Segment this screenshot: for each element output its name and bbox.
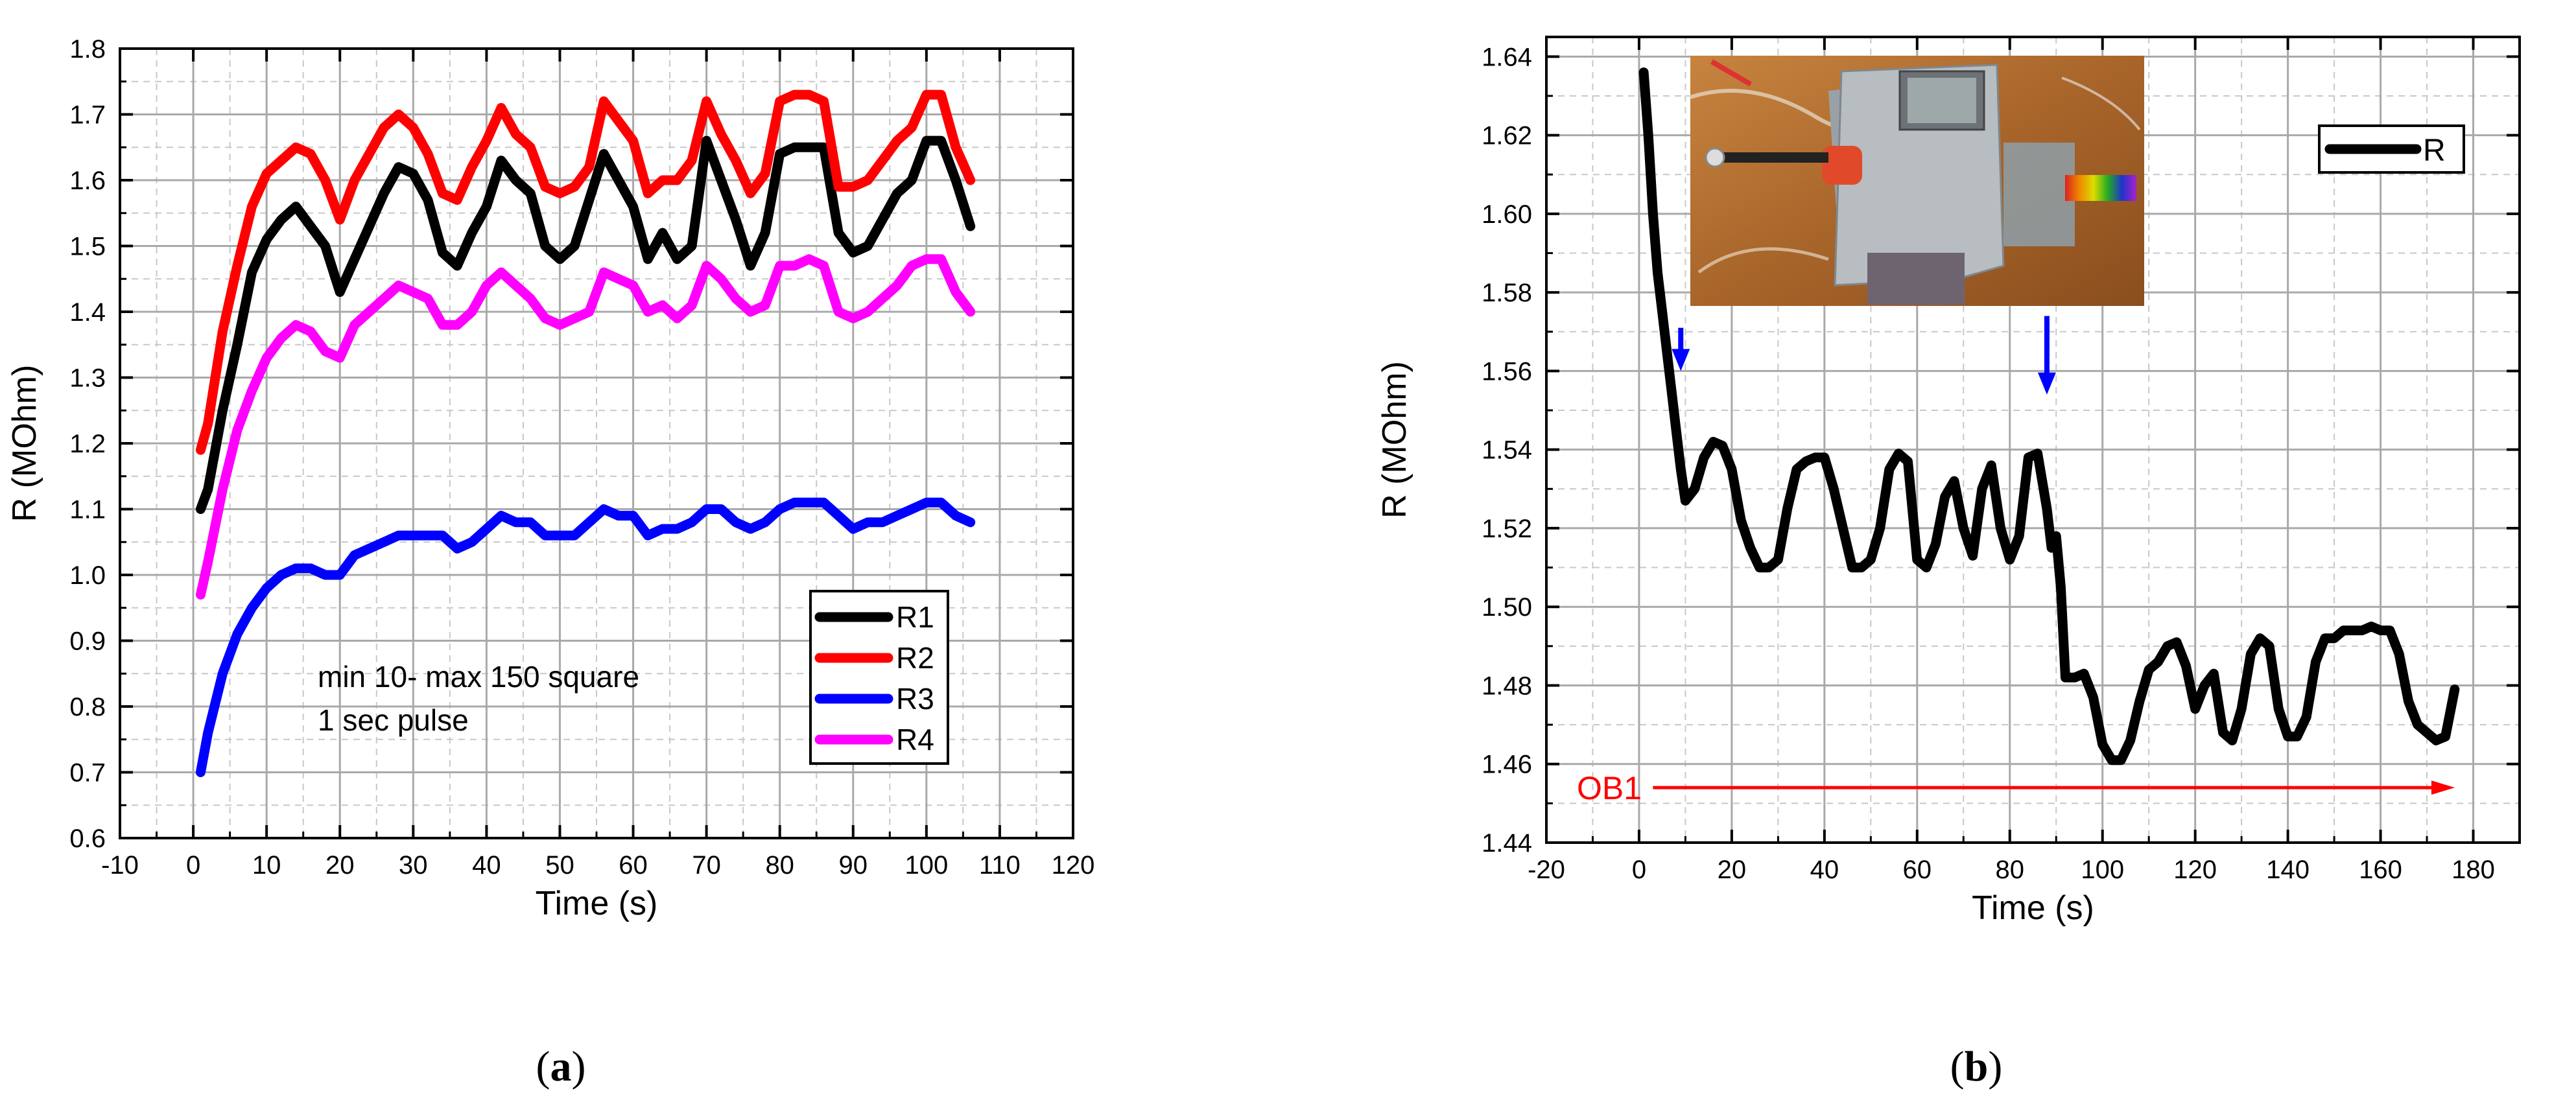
- b-x-tick-label: 100: [2081, 856, 2124, 884]
- legend-label-r1: R1: [896, 600, 934, 634]
- a-y-axis-label: R (MOhm): [6, 365, 43, 522]
- series-line-r3: [195, 497, 976, 777]
- b-x-tick-label: -20: [1528, 856, 1565, 884]
- series-line-r2: [195, 89, 976, 455]
- b-y-tick-label: 1.60: [1482, 200, 1532, 229]
- a-x-tick-label: 90: [839, 851, 868, 880]
- a-x-tick-label: 100: [904, 851, 948, 880]
- a-y-tick-label: 1.3: [69, 364, 106, 393]
- ob1-arrow-head: [2431, 780, 2455, 795]
- b-ticklabels: -20 0 20 40 60 80 100 120 140 160 180 1.44 1.46 1.48 1…: [1482, 43, 2495, 884]
- b-x-tick-label: 80: [1996, 856, 2025, 884]
- a-y-tick-label: 0.6: [69, 824, 106, 853]
- series-line-r4: [195, 254, 976, 600]
- b-x-tick-label: 160: [2359, 856, 2402, 884]
- a-x-tick-label: 120: [1052, 851, 1095, 880]
- panel-b: -20 0 20 40 60 80 100 120 140 160 180 1.44 1.46 1.48 1…: [1376, 36, 2521, 927]
- b-y-tick-label: 1.52: [1482, 515, 1532, 543]
- a-y-tick-label: 0.9: [69, 627, 106, 656]
- legend-label-r3: R3: [896, 682, 934, 716]
- a-x-tick-label: -10: [101, 851, 139, 880]
- a-y-tick-label: 1.2: [69, 430, 106, 458]
- a-annotation-line-1: min 10- max 150 square: [318, 660, 639, 694]
- b-y-tick-label: 1.44: [1482, 829, 1532, 858]
- a-annotation-line-2: 1 sec pulse: [318, 703, 469, 737]
- a-y-tick-label: 1.7: [69, 101, 106, 130]
- a-x-tick-label: 30: [399, 851, 428, 880]
- a-ticks: [119, 47, 1074, 839]
- a-x-tick-label: 20: [325, 851, 355, 880]
- a-y-tick-label: 1.1: [69, 496, 106, 524]
- inset-device-photo: [1690, 56, 2144, 306]
- b-y-tick-label: 1.64: [1482, 43, 1532, 71]
- a-y-tick-label: 0.7: [69, 759, 106, 788]
- a-x-tick-label: 50: [545, 851, 574, 880]
- b-series-group: [1638, 67, 2460, 765]
- panel-a: -10 0 10 20 30 40 50 60 70 80 90 100 110 120 0.6 0.7 0.8…: [6, 35, 1094, 922]
- b-y-tick-label: 1.46: [1482, 751, 1532, 779]
- b-x-axis-label: Time (s): [1972, 889, 2094, 927]
- caption-b-letter: b: [1964, 1043, 1989, 1090]
- a-y-tick-label: 1.0: [69, 561, 106, 590]
- b-x-tick-label: 60: [1903, 856, 1932, 884]
- a-y-tick-label: 1.8: [69, 35, 106, 64]
- b-y-tick-label: 1.50: [1482, 593, 1532, 622]
- b-x-tick-label: 0: [1632, 856, 1646, 884]
- b-x-tick-label: 20: [1718, 856, 1747, 884]
- caption-a: (a): [536, 1043, 586, 1090]
- a-y-tick-label: 0.8: [69, 693, 106, 721]
- a-legend: R1 R2 R3 R4: [809, 590, 949, 765]
- a-y-tick-label: 1.6: [69, 167, 106, 195]
- b-annotations: OB1: [1577, 316, 2455, 806]
- a-x-tick-label: 70: [692, 851, 721, 880]
- b-y-tick-label: 1.62: [1482, 122, 1532, 150]
- b-x-tick-label: 120: [2173, 856, 2217, 884]
- b-ticks: [1545, 37, 2520, 844]
- caption-b: (b): [1950, 1043, 2003, 1090]
- blue-arrow-head-1: [1672, 349, 1690, 371]
- a-x-tick-label: 0: [186, 851, 200, 880]
- b-y-tick-label: 1.58: [1482, 279, 1532, 307]
- a-y-tick-label: 1.5: [69, 233, 106, 261]
- b-y-tick-label: 1.48: [1482, 672, 1532, 700]
- b-y-tick-label: 1.56: [1482, 357, 1532, 386]
- a-ticklabels: -10 0 10 20 30 40 50 60 70 80 90 100 110 120 0.6 0.7 0.8…: [69, 35, 1094, 880]
- b-x-tick-label: 180: [2452, 856, 2495, 884]
- caption-a-letter: a: [550, 1043, 572, 1090]
- b-minor-grid: [1546, 37, 2520, 843]
- a-x-axis-label: Time (s): [536, 885, 658, 922]
- b-x-tick-label: 40: [1810, 856, 1839, 884]
- legend-label-r: R: [2423, 134, 2446, 168]
- series-line-r: [1638, 67, 2460, 765]
- a-x-tick-label: 110: [979, 851, 1021, 880]
- b-y-axis-label: R (MOhm): [1376, 361, 1413, 519]
- legend-label-r2: R2: [896, 641, 934, 675]
- b-y-tick-label: 1.54: [1482, 436, 1532, 465]
- legend-label-r4: R4: [896, 723, 934, 756]
- a-x-tick-label: 40: [472, 851, 501, 880]
- a-x-tick-label: 80: [765, 851, 794, 880]
- series-line-r1: [195, 135, 976, 514]
- ob1-label: OB1: [1577, 770, 1642, 806]
- a-series-group: [195, 89, 976, 777]
- a-x-tick-label: 60: [619, 851, 648, 880]
- b-legend: R: [2318, 124, 2465, 174]
- a-x-tick-label: 10: [252, 851, 281, 880]
- blue-arrow-head-2: [2037, 372, 2056, 395]
- b-x-tick-label: 140: [2266, 856, 2310, 884]
- b-plot-frame: [1545, 36, 2521, 844]
- a-y-tick-label: 1.4: [69, 298, 106, 327]
